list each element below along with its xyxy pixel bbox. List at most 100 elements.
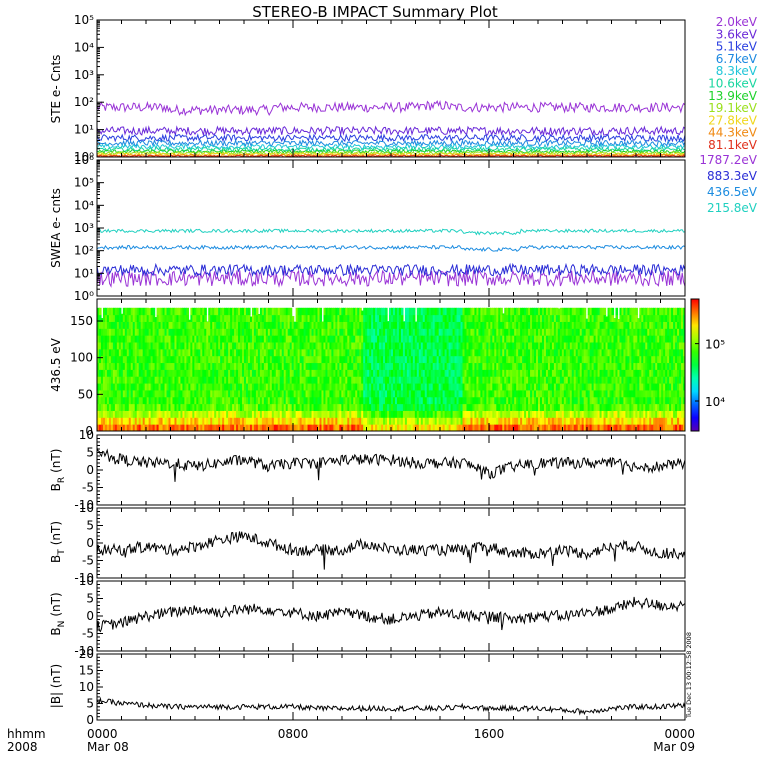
pad-cell (218, 355, 221, 364)
pad-cell (162, 383, 166, 391)
pad-cell (375, 321, 378, 329)
pad-cell (140, 307, 144, 316)
pad-cell (613, 318, 617, 319)
pad-cell (619, 348, 623, 357)
pad-cell (460, 335, 464, 343)
pad-cell (539, 424, 543, 431)
pad-cell (120, 328, 124, 336)
pad-cell (559, 342, 563, 350)
pad-cell (518, 307, 521, 316)
pad-cell (486, 383, 489, 391)
pad-cell (422, 369, 426, 377)
pad-cell (555, 348, 559, 357)
pad-cell (585, 396, 589, 405)
pad-cell (371, 335, 374, 343)
pad-cell (255, 424, 259, 431)
pad-cell (222, 307, 225, 316)
pad-cell (194, 389, 197, 398)
swea-ytick-label: 10² (74, 244, 94, 258)
pad-cell (210, 328, 213, 336)
pad-cell (178, 328, 182, 336)
pad-cell (478, 369, 481, 377)
pad-cell (327, 355, 331, 364)
pad-cell (228, 328, 231, 336)
pad-cell (126, 424, 130, 431)
pad-cell (563, 307, 567, 316)
pad-cell (577, 410, 581, 418)
pad-cell (335, 362, 338, 370)
pad-cell (442, 396, 446, 405)
pad-cell (186, 314, 189, 322)
pad-cell (414, 342, 418, 350)
pad-cell (410, 321, 414, 329)
pad-cell (603, 335, 607, 343)
pad-cell (168, 328, 172, 336)
pad-cell (500, 335, 503, 343)
pad-cell (267, 307, 271, 316)
pad-cell (226, 307, 229, 316)
pad-cell (476, 342, 480, 350)
pad-cell (422, 362, 426, 370)
pad-cell (486, 307, 489, 316)
pad-cell (365, 410, 368, 418)
pad-cell (287, 314, 291, 322)
pad-cell (357, 396, 360, 405)
pad-cell (104, 328, 108, 336)
pad-cell (448, 369, 452, 377)
pad-cell (224, 376, 227, 384)
pad-cell (335, 335, 338, 343)
pad-cell (202, 389, 205, 398)
pad-cell (259, 342, 263, 350)
pad-cell (488, 342, 491, 350)
pad-cell (263, 355, 267, 364)
pad-cell (418, 396, 422, 405)
pad-cell (549, 328, 553, 336)
pad-cell (577, 403, 581, 411)
pad-cell (196, 376, 199, 384)
pad-cell (118, 376, 122, 384)
pad-cell (158, 396, 162, 405)
pad-cell (307, 348, 311, 357)
pad-cell (136, 307, 140, 316)
pad-cell (365, 314, 368, 322)
pad-cell (128, 307, 132, 316)
pad-cell (577, 362, 581, 370)
pad-cell (98, 328, 102, 336)
pad-cell (561, 376, 565, 384)
pad-cell (228, 376, 231, 384)
pad-cell (392, 342, 396, 350)
pad-cell (486, 328, 489, 336)
pad-cell (180, 348, 184, 357)
pad-cell (605, 362, 609, 370)
pad-cell (490, 355, 493, 364)
pad-cell (349, 328, 352, 336)
pad-cell (265, 328, 269, 336)
pad-cell (375, 307, 378, 316)
pad-cell (530, 389, 533, 398)
pad-cell (502, 335, 505, 343)
pad-cell (190, 383, 193, 391)
pad-cell (190, 424, 193, 431)
pad-cell (136, 314, 140, 322)
pad-cell (309, 403, 313, 411)
pad-cell (186, 348, 189, 357)
pad-cell (472, 396, 476, 405)
pad-cell (164, 376, 168, 384)
pad-cell (287, 328, 291, 336)
pad-cell (198, 307, 201, 316)
pad-cell (430, 335, 434, 343)
pad-cell (428, 389, 432, 398)
pad-cell (617, 369, 621, 377)
pad-cell (122, 369, 126, 377)
pad-cell (418, 314, 422, 322)
pad-cell (377, 314, 380, 322)
pad-cell (434, 383, 438, 391)
pad-cell (168, 383, 172, 391)
pad-cell (228, 424, 231, 431)
pad-cell (299, 355, 303, 364)
pad-cell (194, 348, 197, 357)
pad-cell (222, 403, 225, 411)
pad-cell (442, 403, 446, 411)
pad-cell (389, 362, 392, 370)
pad-cell (557, 403, 561, 411)
